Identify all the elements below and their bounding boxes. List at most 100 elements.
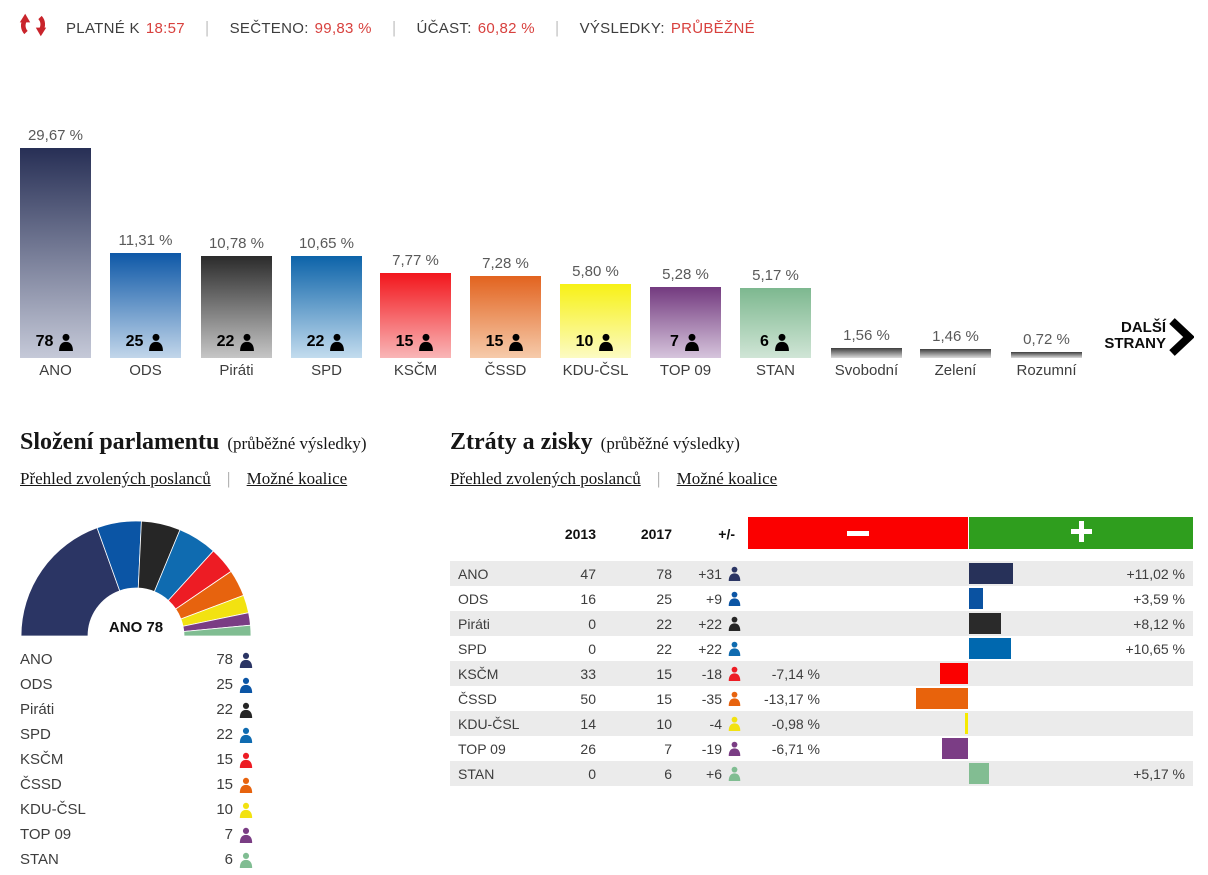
plus-icon bbox=[1070, 521, 1092, 545]
gains-2013-value: 14 bbox=[580, 716, 596, 732]
bar-seats-number: 6 bbox=[760, 333, 769, 350]
list-item-kscm: KSČM 15 bbox=[20, 747, 254, 772]
seat-count-group: 7 bbox=[213, 826, 254, 843]
bar-spd[interactable] bbox=[291, 256, 362, 358]
gains-row-cssd: ČSSD 50 15 -35 -13,17 % bbox=[450, 686, 1193, 711]
gains-row-kdu-csl: KDU-ČSL 14 10 -4 -0,98 % bbox=[450, 711, 1193, 736]
bar-seats: 7 bbox=[650, 331, 721, 353]
link-possible-coalitions[interactable]: Možné koalice bbox=[246, 469, 348, 488]
party-name-label: ANO bbox=[20, 651, 53, 668]
bar-seats: 78 bbox=[20, 331, 91, 353]
chevron-right-icon[interactable] bbox=[1168, 318, 1195, 361]
refresh-icon[interactable] bbox=[18, 10, 48, 40]
bar-seats: 15 bbox=[380, 331, 451, 353]
bar-cssd[interactable] bbox=[470, 276, 541, 358]
bar-seats-number: 15 bbox=[485, 333, 504, 350]
gains-party-label: Piráti bbox=[458, 616, 490, 632]
gains-pct-change-label: +5,17 % bbox=[1133, 766, 1185, 782]
seat-count: 25 bbox=[216, 676, 233, 693]
bar-svobodni[interactable] bbox=[831, 348, 902, 358]
more-parties-link[interactable]: DALŠÍ STRANY bbox=[1104, 319, 1166, 352]
bar-ods[interactable] bbox=[110, 253, 181, 358]
gains-2013-value: 0 bbox=[588, 616, 596, 632]
gains-2017-value: 15 bbox=[656, 666, 672, 682]
bar-pirati[interactable] bbox=[201, 256, 272, 358]
bar-value-label: 7,28 % bbox=[482, 255, 529, 272]
person-icon bbox=[775, 333, 789, 351]
bar-kscm[interactable] bbox=[380, 273, 451, 358]
person-icon bbox=[149, 333, 164, 351]
bar-seats: 25 bbox=[110, 331, 181, 353]
bar-value-label: 7,77 % bbox=[392, 252, 439, 269]
seat-count: 22 bbox=[216, 701, 233, 718]
person-icon bbox=[239, 727, 253, 743]
change-bar-ods bbox=[968, 588, 983, 609]
bar-category-label: ANO bbox=[39, 362, 72, 379]
gains-row-ano: ANO 47 78 +31 +11,02 % bbox=[450, 561, 1193, 586]
person-icon bbox=[240, 333, 255, 351]
gains-diff-value: -19 bbox=[701, 741, 722, 757]
person-icon bbox=[728, 566, 741, 581]
gains-2017-value: 15 bbox=[656, 691, 672, 707]
section-subtitle: (průběžné výsledky) bbox=[600, 434, 740, 453]
person-icon bbox=[239, 852, 253, 868]
bar-ano[interactable] bbox=[20, 148, 91, 358]
bar-seats-number: 10 bbox=[575, 333, 594, 350]
bar-value-label: 11,31 % bbox=[118, 232, 173, 249]
minus-icon bbox=[847, 530, 869, 536]
donut-segment-stan[interactable] bbox=[183, 624, 252, 637]
divider: | bbox=[656, 469, 661, 488]
seat-count-group: 15 bbox=[213, 776, 254, 793]
gains-pct-change-label: +11,02 % bbox=[1126, 566, 1185, 582]
bar-category-label: STAN bbox=[756, 362, 795, 379]
donut-segment-ano[interactable] bbox=[20, 527, 121, 637]
gains-pct-change-label: -6,71 % bbox=[771, 741, 820, 757]
party-name-label: KSČM bbox=[20, 751, 64, 768]
seat-count: 15 bbox=[216, 751, 233, 768]
person-icon-slot bbox=[727, 566, 742, 584]
change-bar-kscm bbox=[939, 663, 969, 684]
seat-count-group: 78 bbox=[213, 651, 254, 668]
bar-category-label: Zelení bbox=[934, 362, 977, 379]
bar-value-label: 0,72 % bbox=[1023, 331, 1070, 348]
person-icon-slot bbox=[727, 766, 742, 784]
bar-seats: 22 bbox=[201, 331, 272, 353]
person-icon bbox=[59, 333, 74, 351]
gains-2017-value: 22 bbox=[656, 616, 672, 632]
bar-stan[interactable] bbox=[740, 288, 811, 358]
party-name-label: TOP 09 bbox=[20, 826, 72, 843]
bar-zeleni[interactable] bbox=[920, 349, 991, 358]
change-bar-kdu-csl bbox=[964, 713, 969, 734]
bar-kdu-csl[interactable] bbox=[560, 284, 631, 358]
link-possible-coalitions[interactable]: Možné koalice bbox=[676, 469, 778, 488]
gains-diff-value: +22 bbox=[698, 616, 722, 632]
change-bar-top-09 bbox=[941, 738, 969, 759]
bar-value-label: 10,78 % bbox=[208, 235, 265, 252]
bar-category-label: KDU-ČSL bbox=[562, 362, 629, 379]
gains-row-ods: ODS 16 25 +9 +3,59 % bbox=[450, 586, 1193, 611]
column-header-2013: 2013 bbox=[564, 526, 596, 542]
seat-count-group: 25 bbox=[213, 676, 254, 693]
gains-pct-change-label: +10,65 % bbox=[1125, 641, 1185, 657]
gains-diff-value: -4 bbox=[709, 716, 722, 732]
gains-party-label: KSČM bbox=[458, 666, 499, 682]
gains-diff-value: +6 bbox=[706, 766, 722, 782]
bar-top-09[interactable] bbox=[650, 287, 721, 358]
bar-category-label: ODS bbox=[129, 362, 162, 379]
person-icon bbox=[239, 827, 253, 843]
link-elected-mps[interactable]: Přehled zvolených poslanců bbox=[20, 469, 211, 488]
bar-value-label: 5,17 % bbox=[752, 267, 799, 284]
bar-rozumni[interactable] bbox=[1011, 352, 1082, 358]
party-name-label: ODS bbox=[20, 676, 53, 693]
bar-value-label: 1,56 % bbox=[843, 327, 890, 344]
gains-row-stan: STAN 0 6 +6 +5,17 % bbox=[450, 761, 1193, 786]
bar-value-label: 10,65 % bbox=[298, 235, 355, 252]
gains-row-pirati: Piráti 0 22 +22 +8,12 % bbox=[450, 611, 1193, 636]
gains-pct-change-label: -13,17 % bbox=[763, 691, 820, 707]
link-elected-mps[interactable]: Přehled zvolených poslanců bbox=[450, 469, 641, 488]
person-icon bbox=[239, 802, 253, 818]
divider: | bbox=[226, 469, 231, 488]
table-header: 2013 2017 +/- bbox=[450, 517, 1193, 549]
seat-count-group: 15 bbox=[213, 751, 254, 768]
person-icon-slot bbox=[727, 591, 742, 609]
